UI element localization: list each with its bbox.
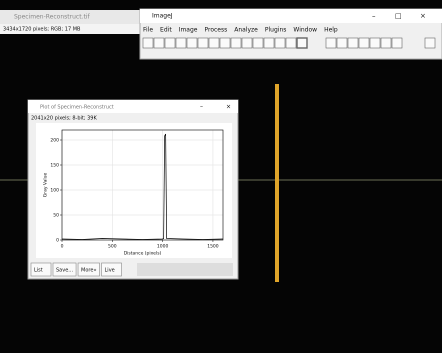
button-label[interactable]: Live xyxy=(105,268,115,274)
tool[interactable] xyxy=(253,38,263,48)
tool[interactable] xyxy=(348,38,358,48)
tool[interactable] xyxy=(297,38,307,48)
menu-item[interactable]: Image xyxy=(179,27,198,34)
menu-item[interactable]: Process xyxy=(204,27,227,34)
menu-item[interactable]: Help xyxy=(324,27,338,34)
button-label[interactable]: List xyxy=(34,268,43,274)
x-tick-label: 500 xyxy=(108,244,117,250)
toolbar xyxy=(143,38,435,48)
tool[interactable] xyxy=(359,38,369,48)
tool[interactable] xyxy=(231,38,241,48)
y-tick-label: 100 xyxy=(50,188,59,194)
menu-item[interactable]: Edit xyxy=(160,27,172,34)
tool[interactable] xyxy=(209,38,219,48)
bg-window-info: 3434x1720 pixels; RGB; 17 MB xyxy=(3,27,81,33)
tool[interactable] xyxy=(176,38,186,48)
tool[interactable] xyxy=(337,38,347,48)
tool[interactable] xyxy=(165,38,175,48)
plot-title: Plot of Specimen-Reconstruct xyxy=(40,105,114,111)
plot-info: 2041x20 pixels; 8-bit; 39K xyxy=(31,116,97,122)
tool[interactable] xyxy=(154,38,164,48)
menu-item[interactable]: File xyxy=(143,27,153,34)
tool[interactable] xyxy=(425,38,435,48)
bg-window-title: Specimen-Reconstruct.tif xyxy=(14,14,90,21)
button-label[interactable]: Save... xyxy=(56,268,73,274)
x-axis-label: Distance (pixels) xyxy=(124,251,162,257)
menu-item[interactable]: Window xyxy=(293,27,317,34)
close[interactable]: × xyxy=(420,12,426,20)
tool[interactable] xyxy=(143,38,153,48)
x-tick-label: 1000 xyxy=(157,244,169,250)
y-tick-label: 200 xyxy=(50,138,59,144)
imagej-title: ImageJ xyxy=(152,13,173,20)
minimize[interactable]: – xyxy=(200,104,203,111)
image-streak xyxy=(275,84,279,282)
tool[interactable] xyxy=(381,38,391,48)
tool[interactable] xyxy=(220,38,230,48)
tool[interactable] xyxy=(326,38,336,48)
menu-item[interactable]: Plugins xyxy=(265,27,287,34)
tool[interactable] xyxy=(198,38,208,48)
desktop: Specimen-Reconstruct.tif 3434x1720 pixel… xyxy=(0,0,442,353)
y-tick-label: 150 xyxy=(50,163,59,169)
tool[interactable] xyxy=(187,38,197,48)
tool[interactable] xyxy=(264,38,274,48)
y-axis-label: Gray Value xyxy=(43,172,49,197)
tool[interactable] xyxy=(286,38,296,48)
tool[interactable] xyxy=(392,38,402,48)
y-tick-label: 0 xyxy=(56,238,59,244)
menu-item[interactable]: Analyze xyxy=(234,27,258,34)
x-tick-label: 1500 xyxy=(207,244,219,250)
y-tick-label: 50 xyxy=(53,213,59,219)
button-label[interactable]: More» xyxy=(81,268,96,274)
tool[interactable] xyxy=(275,38,285,48)
x-tick-label: 0 xyxy=(61,244,64,250)
screen: Specimen-Reconstruct.tif 3434x1720 pixel… xyxy=(0,0,442,353)
tool[interactable] xyxy=(370,38,380,48)
tool[interactable] xyxy=(242,38,252,48)
status-field xyxy=(137,263,233,276)
minimize[interactable]: – xyxy=(372,12,376,20)
plot-buttons: List Save... More» Live xyxy=(31,263,122,276)
close[interactable]: × xyxy=(226,104,231,111)
maximize[interactable]: □ xyxy=(395,12,402,20)
plot-canvas xyxy=(36,123,232,258)
